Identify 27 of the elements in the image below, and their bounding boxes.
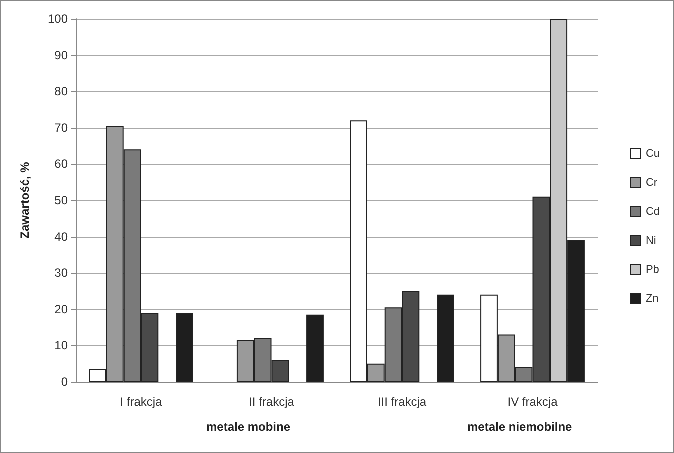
legend-label: Pb [646, 264, 660, 276]
legend-label: Cr [646, 177, 658, 189]
legend-label: Cd [646, 206, 660, 218]
x-tick-label: II frakcja [249, 395, 295, 409]
y-tick-label: 70 [54, 120, 68, 135]
legend-label: Ni [646, 235, 656, 247]
bar [306, 314, 324, 382]
bar [176, 313, 194, 382]
x-tick-label: III frakcja [378, 395, 427, 409]
y-tick-label: 40 [54, 230, 68, 244]
y-tick-label: 100 [48, 12, 68, 26]
x-tick-label: IV frakcja [508, 395, 558, 409]
y-tick-label: 60 [54, 157, 68, 172]
bar [437, 294, 454, 382]
y-tick-label: 50 [54, 194, 68, 208]
legend-label: Zn [646, 293, 659, 305]
text: metale niemobilne [467, 420, 573, 434]
legend-label: Cu [646, 148, 660, 160]
y-axis-title: Zawartość, % [18, 162, 32, 239]
x-tick-label: I frakcja [120, 395, 163, 409]
y-tick-label: 20 [54, 302, 68, 316]
y-tick-label: 80 [54, 84, 68, 99]
y-tick-label: 10 [54, 338, 68, 353]
y-tick-label: 30 [54, 266, 68, 280]
text: metale mobine [206, 420, 291, 434]
y-tick-label: 0 [61, 375, 68, 389]
y-tick-label: 90 [54, 48, 68, 62]
